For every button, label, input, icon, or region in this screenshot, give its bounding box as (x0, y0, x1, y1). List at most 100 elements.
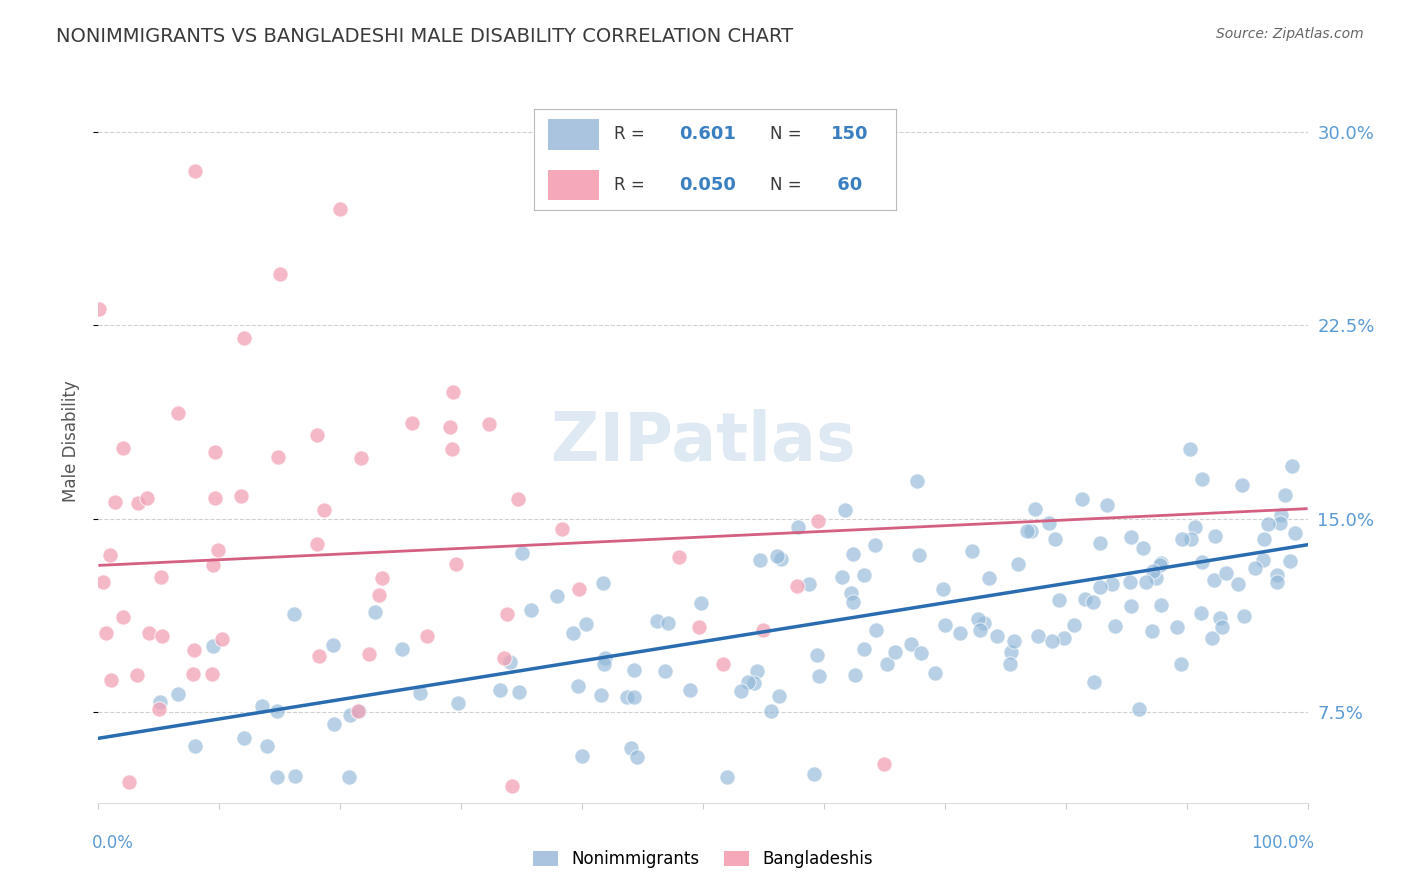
Point (865, 624, 887, 638)
Point (1180, 532, 1202, 546)
Point (654, 665, 676, 679)
Point (787, 519, 810, 533)
Point (250, 699, 273, 714)
Point (441, 442, 464, 457)
Point (853, 641, 876, 656)
Point (730, 683, 752, 698)
Point (575, 617, 598, 632)
Point (1104, 619, 1126, 633)
Point (201, 666, 224, 681)
Point (907, 474, 929, 488)
Point (737, 674, 759, 689)
Point (283, 607, 305, 621)
Point (768, 689, 790, 703)
Point (391, 641, 413, 656)
Point (211, 632, 233, 646)
Point (742, 675, 765, 690)
Point (1268, 516, 1291, 530)
Point (623, 690, 645, 704)
Point (900, 637, 922, 651)
Point (716, 770, 738, 784)
Point (1118, 574, 1140, 589)
Point (592, 575, 614, 590)
Point (679, 683, 702, 698)
Point (508, 492, 530, 507)
Point (852, 567, 875, 582)
Point (1270, 508, 1292, 522)
Point (839, 586, 862, 600)
Point (267, 450, 290, 464)
Point (834, 503, 856, 517)
Legend: Nonimmigrants, Bangladeshis: Nonimmigrants, Bangladeshis (526, 844, 880, 875)
Point (616, 690, 638, 704)
Point (499, 655, 522, 669)
Point (1070, 492, 1092, 507)
Point (1189, 606, 1212, 620)
Point (910, 647, 932, 661)
Point (831, 570, 853, 584)
Point (1230, 478, 1253, 492)
Point (104, 495, 127, 509)
Point (977, 571, 1000, 585)
Point (807, 514, 830, 528)
Point (1142, 564, 1164, 578)
Point (284, 769, 307, 783)
Point (1017, 524, 1039, 538)
Point (688, 620, 710, 634)
Point (745, 665, 768, 679)
Point (1201, 631, 1223, 645)
Point (94, 625, 117, 640)
Point (1281, 458, 1303, 473)
Text: NONIMMIGRANTS VS BANGLADESHI MALE DISABILITY CORRELATION CHART: NONIMMIGRANTS VS BANGLADESHI MALE DISABI… (56, 27, 793, 45)
Point (494, 650, 516, 665)
Point (1053, 632, 1076, 646)
Point (232, 331, 254, 345)
Point (562, 626, 585, 640)
Point (408, 686, 430, 700)
Point (446, 557, 468, 571)
Point (337, 770, 360, 784)
Point (969, 623, 991, 637)
Point (967, 611, 990, 625)
Y-axis label: Male Disability: Male Disability (62, 381, 80, 502)
Point (1088, 580, 1111, 594)
Point (973, 616, 995, 631)
Point (1253, 533, 1275, 547)
Point (149, 695, 172, 709)
Point (960, 544, 983, 558)
Point (111, 441, 134, 455)
Point (1140, 624, 1163, 638)
Point (593, 651, 616, 665)
Point (305, 428, 328, 442)
Point (167, 687, 190, 701)
Point (1119, 599, 1142, 613)
Point (1081, 595, 1104, 609)
Point (1042, 634, 1064, 648)
Point (770, 552, 793, 566)
Point (1024, 502, 1046, 516)
Point (231, 489, 253, 503)
Point (948, 625, 970, 640)
Point (998, 657, 1021, 671)
Point (322, 638, 344, 652)
Point (689, 596, 711, 610)
Point (1191, 472, 1213, 486)
Point (799, 576, 821, 591)
Point (329, 202, 352, 217)
Point (181, 667, 204, 681)
Point (1178, 442, 1201, 457)
Point (931, 582, 953, 596)
Point (322, 717, 344, 731)
Point (364, 605, 387, 619)
Point (314, 503, 336, 517)
Point (371, 571, 394, 585)
Point (347, 704, 370, 718)
Point (1267, 575, 1289, 590)
Point (232, 731, 254, 746)
Point (127, 668, 149, 682)
Point (657, 615, 679, 630)
Point (1166, 620, 1188, 634)
Point (1202, 573, 1225, 587)
Point (934, 618, 956, 632)
Point (1274, 488, 1296, 502)
